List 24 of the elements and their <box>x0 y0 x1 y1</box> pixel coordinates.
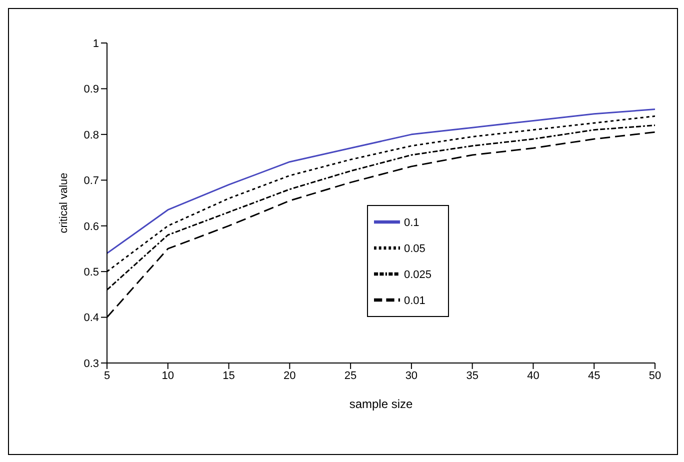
y-tick-label: 0.5 <box>84 266 99 278</box>
legend-label: 0.025 <box>404 268 432 281</box>
legend-label: 0.1 <box>404 216 420 229</box>
y-tick-label: 0.7 <box>84 175 99 188</box>
y-tick-label: 0.3 <box>84 358 99 370</box>
x-axis-title: sample size <box>349 397 414 411</box>
x-tick-label: 20 <box>284 370 296 382</box>
x-tick-label: 10 <box>162 370 174 382</box>
x-tick-label: 25 <box>344 370 357 382</box>
y-tick-label: 0.9 <box>84 84 99 96</box>
x-tick-label: 35 <box>466 370 478 382</box>
y-tick-label: 0.4 <box>84 312 99 324</box>
x-tick-label: 40 <box>527 370 540 382</box>
x-tick-label: 45 <box>588 370 600 382</box>
x-tick-label: 30 <box>405 370 418 382</box>
x-tick-label: 15 <box>222 370 235 382</box>
legend-label: 0.01 <box>404 294 426 307</box>
legend-label: 0.05 <box>404 242 426 255</box>
y-tick-label: 0.8 <box>84 129 99 142</box>
x-tick-label: 50 <box>648 370 662 382</box>
x-tick-label: 5 <box>104 370 110 382</box>
y-tick-label: 0.6 <box>84 220 99 233</box>
y-tick-label: 1 <box>92 38 99 50</box>
y-axis-title: critical value <box>58 172 70 234</box>
